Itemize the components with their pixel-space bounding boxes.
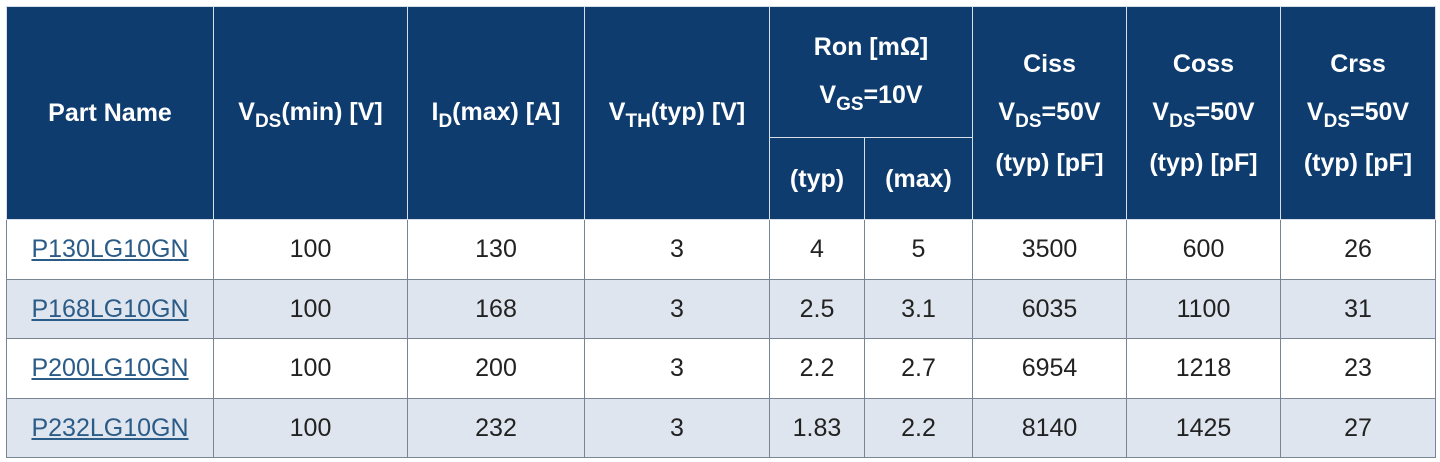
header-vth: VTH(typ) [V] [584,6,770,220]
cell-part[interactable]: P232LG10GN [6,398,214,458]
cell-vds: 100 [213,398,408,458]
header-ciss-line2-main: V [998,97,1016,126]
cell-ron-max: 2.2 [864,398,973,458]
cell-ciss: 6035 [972,279,1127,339]
table-row: P130LG10GN 100 130 3 4 5 3500 600 26 [6,219,1436,280]
header-coss-line3: (typ) [pF] [1149,148,1258,177]
part-link[interactable]: P232LG10GN [31,413,189,442]
header-ciss-line2-sub: DS [1015,110,1042,132]
cell-crss: 27 [1280,398,1436,458]
cell-vds: 100 [213,338,408,399]
cell-ron-typ: 2.5 [769,279,865,339]
header-vth-sub: TH [625,110,651,132]
cell-ciss: 3500 [972,219,1127,280]
cell-ron-typ: 2.2 [769,338,865,399]
cell-crss: 31 [1280,279,1436,339]
header-ron-line2-main: V [819,80,837,109]
cell-id: 168 [407,279,585,339]
header-vth-rest: (typ) [V] [650,97,746,126]
mosfet-spec-table: Part Name VDS(min) [V] ID(max) [A] VTH(t… [6,6,1436,458]
header-ron-line2-sub: GS [836,93,864,115]
cell-vth: 3 [584,398,770,458]
cell-coss: 600 [1126,219,1281,280]
header-part-name-label: Part Name [48,99,172,127]
cell-ciss: 6954 [972,338,1127,399]
header-id-main: I [431,97,439,126]
header-crss-line2-rest: =50V [1350,97,1410,126]
header-crss-line2-main: V [1306,97,1324,126]
cell-ron-typ: 1.83 [769,398,865,458]
cell-id: 130 [407,219,585,280]
header-vds-rest: (min) [V] [281,97,383,126]
header-vds-sub: DS [254,110,282,132]
header-vth-main: V [608,97,626,126]
table-body: P130LG10GN 100 130 3 4 5 3500 600 26 P16… [6,219,1436,458]
table-row: P200LG10GN 100 200 3 2.2 2.7 6954 1218 2… [6,338,1436,399]
table-row: P232LG10GN 100 232 3 1.83 2.2 8140 1425 … [6,398,1436,458]
part-link[interactable]: P168LG10GN [31,294,189,323]
cell-id: 200 [407,338,585,399]
cell-ron-typ: 4 [769,219,865,280]
cell-vds: 100 [213,219,408,280]
header-crss-line1: Crss [1330,49,1386,78]
cell-coss: 1218 [1126,338,1281,399]
table-row: P168LG10GN 100 168 3 2.5 3.1 6035 1100 3… [6,279,1436,339]
header-ciss-line2-rest: =50V [1041,97,1101,126]
cell-part[interactable]: P130LG10GN [6,219,214,280]
cell-vth: 3 [584,338,770,399]
cell-vds: 100 [213,279,408,339]
header-vds: VDS(min) [V] [213,6,408,220]
cell-vth: 3 [584,279,770,339]
cell-ron-max: 3.1 [864,279,973,339]
header-ron-line1: Ron [mΩ] [813,32,929,61]
header-ron: Ron [mΩ] VGS=10V [769,6,973,138]
header-id-rest: (max) [A] [452,97,561,126]
part-link[interactable]: P200LG10GN [31,354,189,382]
table-header: Part Name VDS(min) [V] ID(max) [A] VTH(t… [6,6,1436,220]
header-crss-line2: VDS=50V [1282,88,1435,139]
header-ron-line2: VGS=10V [771,71,972,122]
header-ron-typ: (typ) [769,137,865,220]
cell-crss: 23 [1280,338,1436,399]
cell-ciss: 8140 [972,398,1127,458]
header-crss: Crss VDS=50V (typ) [pF] [1280,6,1436,220]
cell-id: 232 [407,398,585,458]
header-coss-line2-sub: DS [1169,110,1196,132]
header-coss: Coss VDS=50V (typ) [pF] [1126,6,1281,220]
cell-coss: 1100 [1126,279,1281,339]
cell-ron-max: 2.7 [864,338,973,399]
cell-ron-max: 5 [864,219,973,280]
header-ciss: Ciss VDS=50V (typ) [pF] [972,6,1127,220]
cell-coss: 1425 [1126,398,1281,458]
header-coss-line1: Coss [1172,49,1235,78]
header-id-sub: D [438,110,453,132]
header-ron-max: (max) [864,137,973,220]
header-ron-max-label: (max) [885,164,952,193]
cell-part[interactable]: P168LG10GN [6,279,214,339]
header-coss-line2-main: V [1152,97,1170,126]
cell-part[interactable]: P200LG10GN [6,338,214,399]
header-id: ID(max) [A] [407,6,585,220]
header-ciss-line2: VDS=50V [974,88,1126,139]
header-crss-line2-sub: DS [1323,110,1350,132]
header-crss-line3: (typ) [pF] [1303,148,1413,177]
header-ciss-line3: (typ) [pF] [995,148,1104,177]
header-ron-typ-label: (typ) [789,164,845,193]
header-part-name: Part Name [6,6,214,220]
header-ron-line2-rest: =10V [863,80,923,109]
cell-vth: 3 [584,219,770,280]
cell-crss: 26 [1280,219,1436,280]
header-coss-line2-rest: =50V [1195,97,1255,126]
header-ciss-line1: Ciss [1023,49,1076,78]
header-vds-main: V [238,97,255,126]
header-coss-line2: VDS=50V [1128,88,1280,139]
part-link[interactable]: P130LG10GN [31,235,189,263]
